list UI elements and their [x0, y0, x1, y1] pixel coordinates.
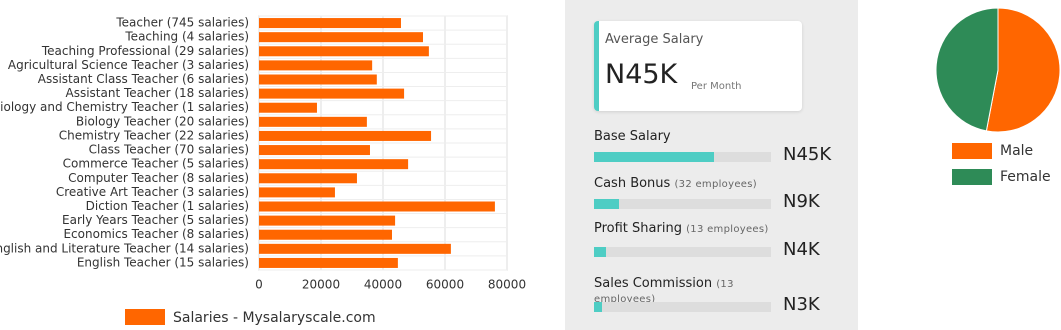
bar	[259, 32, 423, 43]
item-note: (32 employees)	[674, 179, 757, 190]
legend-label: Salaries - Mysalaryscale.com	[173, 310, 376, 326]
y-tick-label: Economics Teacher (8 salaries)	[63, 227, 249, 241]
bar	[259, 145, 370, 156]
y-tick-label: Teacher (745 salaries)	[115, 16, 249, 30]
legend-swatch	[952, 169, 992, 185]
salary-item: Base Salary N45K	[594, 130, 854, 180]
x-tick-label: 20000	[302, 278, 340, 292]
progress-track	[594, 199, 771, 209]
y-tick-label: English Teacher (15 salaries)	[77, 255, 249, 269]
item-amount: N9K	[783, 191, 820, 212]
item-note: (13 employees)	[686, 224, 769, 235]
bar	[259, 257, 398, 268]
salary-item: Profit Sharing (13 employees) N4K	[594, 222, 854, 272]
y-tick-label: Creative Art Teacher (3 salaries)	[56, 185, 249, 199]
progress-fill	[594, 199, 619, 209]
y-tick-label: Assistant Teacher (18 salaries)	[66, 86, 250, 100]
x-tick-label: 60000	[426, 278, 464, 292]
y-tick-label: Diction Teacher (1 salaries)	[86, 199, 249, 213]
pie-slice	[935, 7, 999, 132]
legend-swatch	[952, 143, 992, 159]
legend-label: Male	[1000, 143, 1033, 159]
salary-panel: Average Salary N45K Per Month Base Salar…	[565, 0, 858, 330]
y-tick-label: Computer Teacher (8 salaries)	[68, 171, 249, 185]
salary-item: Cash Bonus (32 employees) N9K	[594, 177, 854, 227]
bar	[259, 187, 335, 198]
salary-item: Sales Commission (13 employees) N3K	[594, 277, 854, 327]
x-tick-label: 40000	[364, 278, 402, 292]
item-label: Sales Commission (13 employees)	[594, 277, 769, 307]
item-name: Sales Commission	[594, 276, 713, 291]
pie-slice	[985, 7, 1061, 133]
bar-chart: 0 20000 40000 60000 80000 Teacher (745 salari…	[0, 15, 526, 326]
item-name: Cash Bonus	[594, 176, 671, 191]
item-note: (13 employees)	[594, 279, 734, 305]
item-amount: N45K	[783, 144, 832, 165]
bar	[259, 116, 367, 127]
bar	[259, 201, 495, 212]
item-name: Base Salary	[594, 129, 671, 144]
y-tick-label: Early Years Teacher (5 salaries)	[62, 213, 249, 227]
bar	[259, 18, 401, 29]
card-value: N45K	[605, 59, 678, 90]
y-tick-label: Biology and Chemistry Teacher (1 salarie…	[0, 100, 249, 114]
bar	[259, 102, 317, 113]
bar	[259, 243, 451, 254]
progress-track	[594, 247, 771, 257]
item-amount: N4K	[783, 239, 820, 260]
item-label: Cash Bonus (32 employees)	[594, 177, 769, 192]
y-tick-label: Biology Teacher (20 salaries)	[76, 114, 249, 128]
progress-track	[594, 152, 771, 162]
progress-fill	[594, 247, 607, 257]
legend-label: Female	[1000, 169, 1051, 185]
bar	[259, 88, 405, 99]
pie-chart: Male Female	[935, 7, 1061, 185]
legend-swatch	[125, 309, 165, 325]
bar	[259, 159, 409, 170]
bar	[259, 60, 373, 71]
y-tick-label: Teaching (4 salaries)	[124, 30, 249, 44]
y-tick-label: Class Teacher (70 salaries)	[89, 143, 249, 157]
bar	[259, 46, 429, 57]
bar	[259, 215, 396, 226]
bar	[259, 229, 392, 240]
average-card: Average Salary N45K Per Month	[594, 21, 802, 111]
bar	[259, 173, 357, 184]
y-tick-label: English and Literature Teacher (14 salar…	[0, 241, 249, 255]
item-amount: N3K	[783, 294, 820, 315]
item-name: Profit Sharing	[594, 221, 682, 236]
y-tick-label: Commerce Teacher (5 salaries)	[63, 157, 249, 171]
y-tick-label: Agricultural Science Teacher (3 salaries…	[8, 58, 249, 72]
y-tick-label: Teaching Professional (29 salaries)	[41, 44, 249, 58]
card-period: Per Month	[691, 81, 742, 92]
card-title: Average Salary	[605, 32, 704, 47]
progress-fill	[594, 152, 715, 162]
progress-track	[594, 302, 771, 312]
bar	[259, 130, 432, 141]
item-label: Profit Sharing (13 employees)	[594, 222, 769, 237]
bar	[259, 74, 377, 85]
progress-fill	[594, 302, 602, 312]
x-tick-label: 0	[255, 278, 263, 292]
x-tick-label: 80000	[488, 278, 526, 292]
y-tick-label: Chemistry Teacher (22 salaries)	[59, 128, 249, 142]
item-label: Base Salary	[594, 130, 769, 144]
y-tick-label: Assistant Class Teacher (6 salaries)	[38, 72, 249, 86]
